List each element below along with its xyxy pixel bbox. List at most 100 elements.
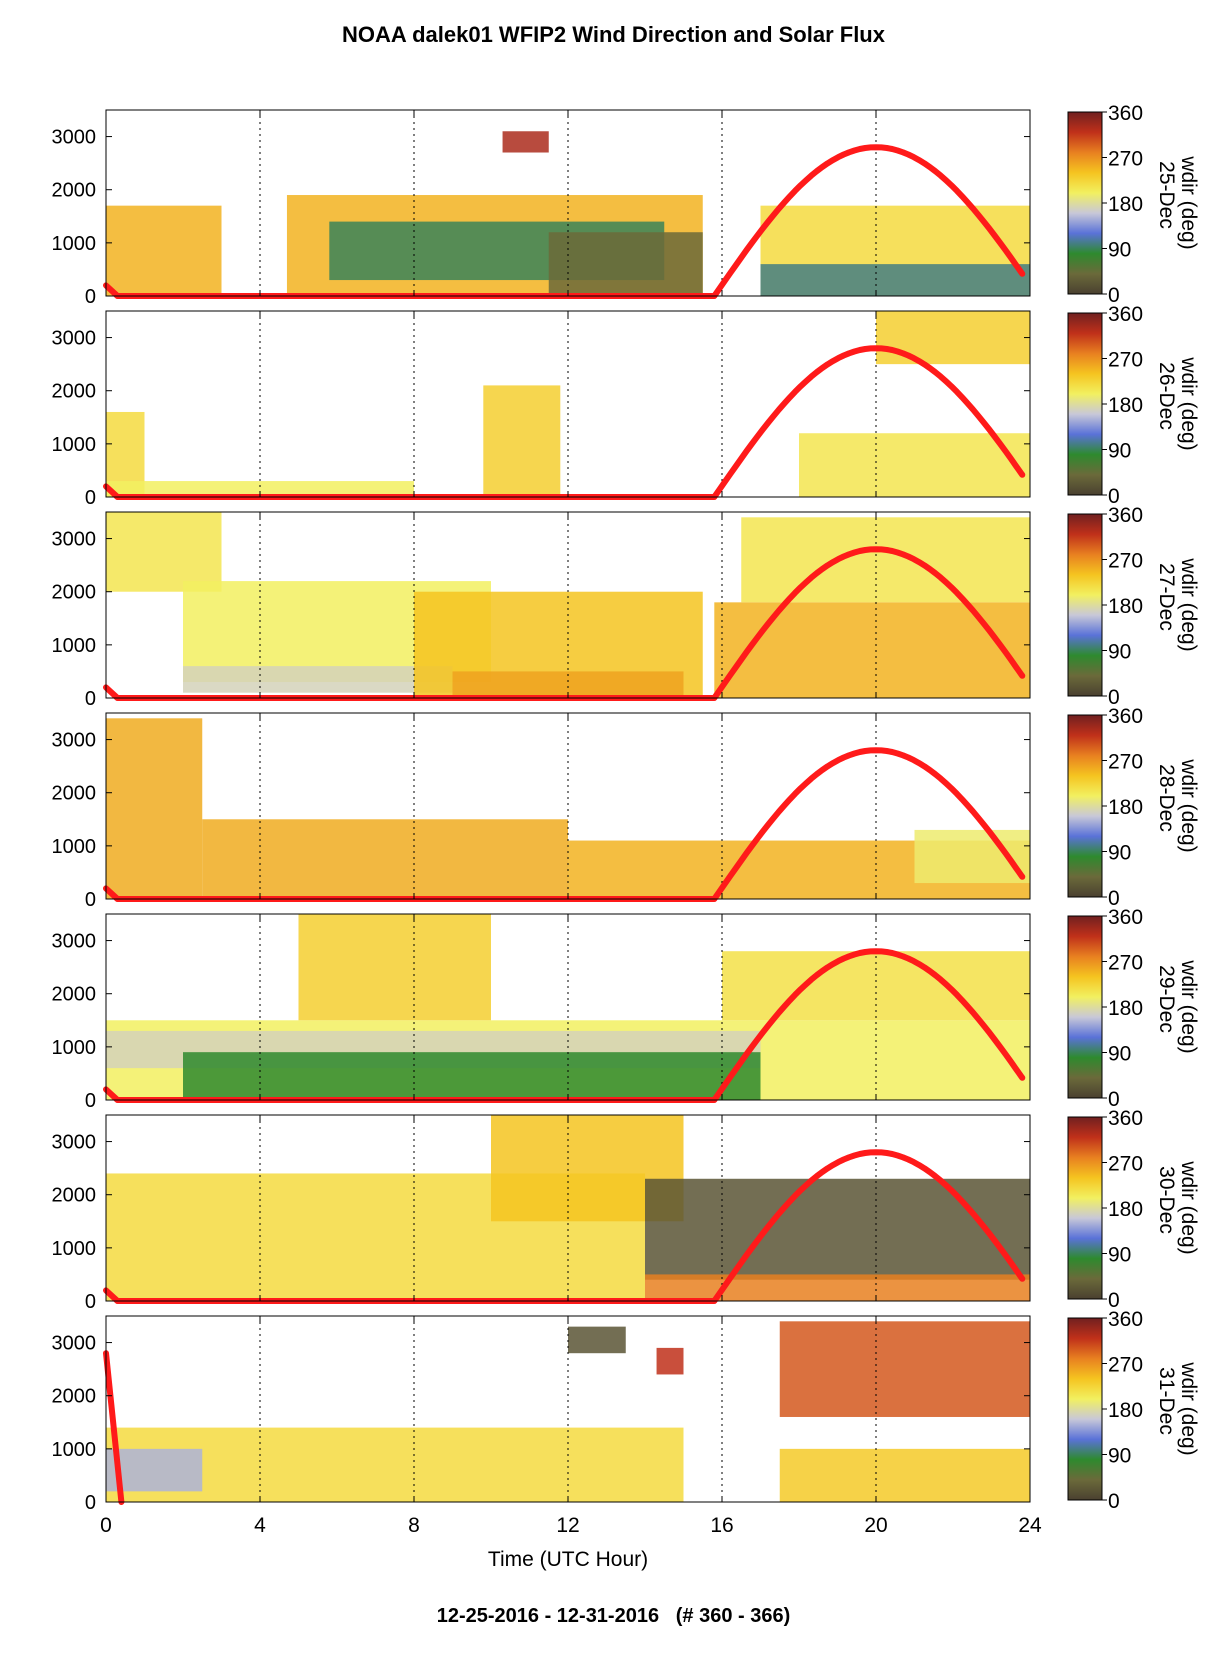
heatmap-region xyxy=(741,517,1030,603)
colorbar-label: wdir (deg) xyxy=(1177,356,1200,450)
x-tick-label: 8 xyxy=(408,1514,420,1537)
y-tick-label: 1000 xyxy=(52,233,97,255)
day-label: 28-Dec xyxy=(1155,764,1178,832)
heatmap-region xyxy=(779,1321,1030,1417)
colorbar-tick-label: 180 xyxy=(1108,394,1143,417)
x-tick-label: 20 xyxy=(864,1514,887,1537)
colorbar-tick-label: 360 xyxy=(1108,705,1143,728)
heatmap-region xyxy=(106,205,222,296)
heatmap-region xyxy=(548,232,703,296)
solar-flux-curve xyxy=(103,747,1026,902)
x-tick-label: 4 xyxy=(254,1514,266,1537)
heatmap-region xyxy=(483,385,561,497)
panel-28-Dec: 0 1000 2000 3000 0 90 180 270 360 wdir (deg)28-De… xyxy=(52,705,1201,911)
colorbar-tick-label: 270 xyxy=(1108,1153,1143,1176)
colorbar-label: wdir (deg) xyxy=(1177,959,1200,1053)
heatmap-region xyxy=(502,131,549,153)
panel-26-Dec: 0 1000 2000 3000 0 90 180 270 360 wdir (deg)26-De… xyxy=(52,303,1201,509)
colorbar-tick-label: 90 xyxy=(1108,842,1131,865)
colorbar-label: wdir (deg) xyxy=(1177,758,1200,852)
solar-flux-curve xyxy=(103,345,1026,500)
x-tick-label: 0 xyxy=(100,1514,112,1537)
heatmap-region xyxy=(183,1052,761,1100)
y-tick-label: 0 xyxy=(85,286,96,308)
colorbar-tick-label: 270 xyxy=(1108,952,1143,975)
colorbar-tick-label: 0 xyxy=(1108,284,1120,307)
colorbar-tick-label: 360 xyxy=(1108,504,1143,527)
day-label: 27-Dec xyxy=(1155,563,1178,631)
colorbar-tick-label: 360 xyxy=(1108,102,1143,125)
y-tick-label: 1000 xyxy=(52,1238,97,1260)
day-label: 30-Dec xyxy=(1155,1166,1178,1234)
heatmap-region xyxy=(645,1178,1030,1280)
date-range-footer: 12-25-2016 - 12-31-2016 (# 360 - 366) xyxy=(436,1605,791,1627)
y-tick-label: 2000 xyxy=(52,180,97,202)
heatmap-region xyxy=(202,819,568,899)
solar-flux-curve xyxy=(103,546,1026,701)
x-tick-label: 24 xyxy=(1018,1514,1042,1537)
y-tick-label: 3000 xyxy=(52,328,97,350)
colorbar-tick-label: 0 xyxy=(1108,1490,1120,1513)
colorbar-tick-label: 180 xyxy=(1108,1399,1143,1422)
y-tick-label: 2000 xyxy=(52,381,97,403)
colorbar-tick-label: 360 xyxy=(1108,303,1143,326)
y-tick-label: 3000 xyxy=(52,1132,97,1154)
heatmap-region xyxy=(914,829,1030,884)
y-tick-label: 3000 xyxy=(52,529,97,551)
chart-title: NOAA dalek01 WFIP2 Wind Direction and So… xyxy=(342,22,885,47)
colorbar xyxy=(1067,111,1103,295)
colorbar-label: wdir (deg) xyxy=(1177,155,1200,249)
colorbar-tick-label: 90 xyxy=(1108,239,1131,262)
day-label: 26-Dec xyxy=(1155,362,1178,430)
y-tick-label: 1000 xyxy=(52,1439,97,1461)
day-label: 25-Dec xyxy=(1155,161,1178,229)
heatmap-region xyxy=(799,433,1030,497)
heatmap-region xyxy=(298,914,491,1021)
panel-31-Dec: 0 1000 2000 3000 0 4 8 12 16 20 24 0 90 180 270 360 wdir… xyxy=(52,1308,1201,1537)
panel-29-Dec: 0 1000 2000 3000 0 90 180 270 360 wdir (deg)29-De… xyxy=(52,906,1201,1112)
heatmap-region xyxy=(760,264,1030,296)
heatmap-region xyxy=(876,311,1030,365)
panel-30-Dec: 0 1000 2000 3000 0 90 180 270 360 wdir (deg)30-De… xyxy=(52,1107,1201,1313)
colorbar xyxy=(1067,915,1103,1099)
colorbar-tick-label: 0 xyxy=(1108,887,1120,910)
colorbar-tick-label: 180 xyxy=(1108,997,1143,1020)
y-tick-label: 2000 xyxy=(52,1386,97,1408)
y-tick-label: 0 xyxy=(85,487,96,509)
colorbar xyxy=(1067,312,1103,496)
day-label: 31-Dec xyxy=(1155,1367,1178,1435)
colorbar xyxy=(1067,513,1103,697)
solar-flux-curve xyxy=(103,948,1026,1103)
y-tick-label: 3000 xyxy=(52,1333,97,1355)
panel-25-Dec: 0 1000 2000 3000 0 90 180 270 360 wdir (deg)25-De… xyxy=(52,102,1201,308)
y-tick-label: 1000 xyxy=(52,836,97,858)
colorbar-tick-label: 180 xyxy=(1108,193,1143,216)
y-tick-label: 0 xyxy=(85,1291,96,1313)
colorbar-tick-label: 270 xyxy=(1108,349,1143,372)
heatmap-region xyxy=(779,1448,1030,1502)
solar-flux-curve xyxy=(103,144,1026,299)
y-tick-label: 0 xyxy=(85,889,96,911)
colorbar-tick-label: 270 xyxy=(1108,1354,1143,1377)
colorbar-tick-label: 270 xyxy=(1108,148,1143,171)
y-tick-label: 1000 xyxy=(52,434,97,456)
colorbar-tick-label: 90 xyxy=(1108,1445,1131,1468)
colorbar xyxy=(1067,714,1103,898)
x-tick-label: 16 xyxy=(710,1514,733,1537)
colorbar-tick-label: 360 xyxy=(1108,1308,1143,1331)
y-tick-label: 2000 xyxy=(52,1185,97,1207)
y-tick-label: 1000 xyxy=(52,635,97,657)
colorbar-label: wdir (deg) xyxy=(1177,1361,1200,1455)
colorbar-tick-label: 180 xyxy=(1108,796,1143,819)
colorbar-tick-label: 360 xyxy=(1108,1107,1143,1130)
colorbar-tick-label: 0 xyxy=(1108,1289,1120,1312)
y-tick-label: 1000 xyxy=(52,1037,97,1059)
heatmap-region xyxy=(714,602,1030,698)
colorbar-tick-label: 360 xyxy=(1108,906,1143,929)
day-label: 29-Dec xyxy=(1155,965,1178,1033)
y-tick-label: 3000 xyxy=(52,931,97,953)
colorbar-tick-label: 90 xyxy=(1108,1244,1131,1267)
colorbar-tick-label: 270 xyxy=(1108,751,1143,774)
colorbar-label: wdir (deg) xyxy=(1177,557,1200,651)
